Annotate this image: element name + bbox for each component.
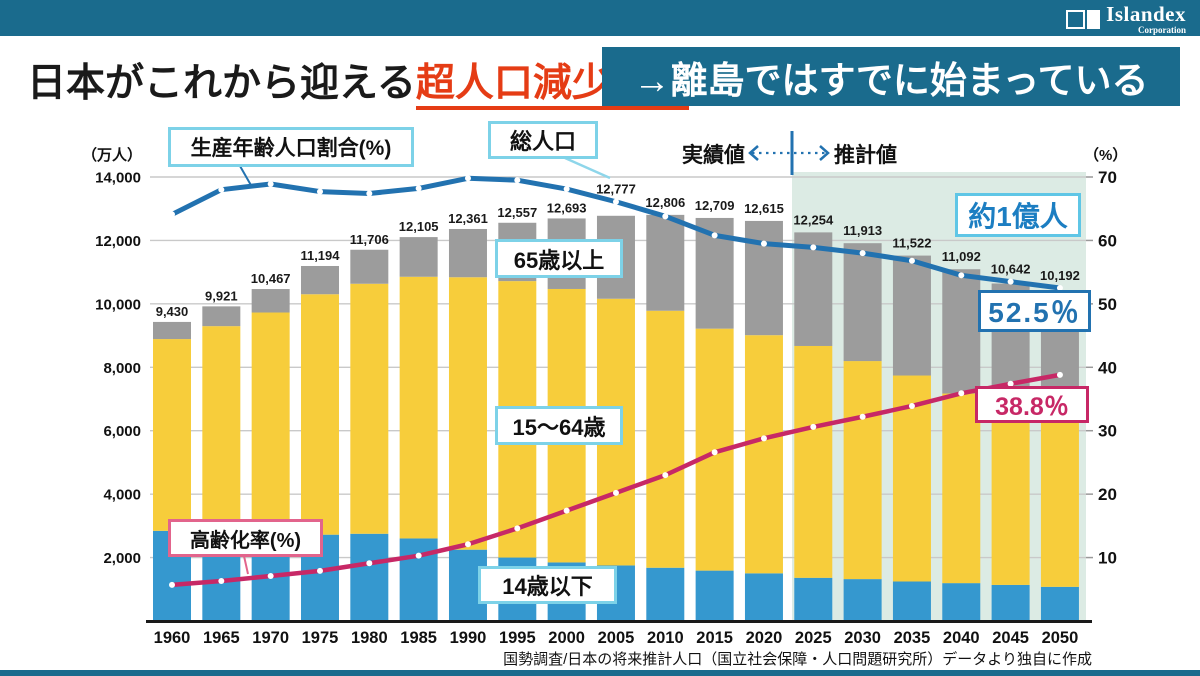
svg-text:10,467: 10,467 bbox=[251, 271, 291, 286]
svg-text:11,522: 11,522 bbox=[892, 236, 931, 251]
legend-total-population: 総人口 bbox=[488, 121, 598, 159]
svg-text:1965: 1965 bbox=[203, 629, 240, 647]
svg-text:1970: 1970 bbox=[252, 629, 289, 647]
svg-text:10,000: 10,000 bbox=[95, 296, 141, 313]
legend-age-15-64: 15〜64歳 bbox=[495, 406, 623, 445]
annotation-approx-100-million: 約1億人 bbox=[955, 193, 1081, 237]
brand-logo-icon-fill bbox=[1087, 10, 1101, 29]
footer-bar bbox=[0, 670, 1200, 676]
legend-aging-rate: 高齢化率(%) bbox=[168, 519, 323, 557]
svg-text:1990: 1990 bbox=[450, 629, 487, 647]
svg-text:2035: 2035 bbox=[894, 629, 931, 647]
svg-text:9,921: 9,921 bbox=[205, 288, 238, 303]
svg-text:2010: 2010 bbox=[647, 629, 684, 647]
svg-text:50: 50 bbox=[1098, 295, 1117, 314]
label-projected-values: 推計値 bbox=[834, 144, 897, 167]
svg-text:12,693: 12,693 bbox=[547, 200, 587, 215]
brand-logo-icon bbox=[1066, 10, 1086, 29]
svg-text:2005: 2005 bbox=[598, 629, 635, 647]
svg-text:9,430: 9,430 bbox=[156, 304, 189, 319]
svg-text:10,192: 10,192 bbox=[1040, 268, 1080, 283]
svg-text:12,000: 12,000 bbox=[95, 233, 141, 250]
annotation-aging-rate-2050: 38.8％ bbox=[975, 386, 1089, 423]
svg-text:1975: 1975 bbox=[302, 629, 339, 647]
annotation-working-ratio-2050: 52.5％ bbox=[978, 290, 1091, 332]
svg-text:12,777: 12,777 bbox=[596, 182, 636, 197]
svg-text:20: 20 bbox=[1098, 485, 1117, 504]
svg-text:12,806: 12,806 bbox=[645, 195, 685, 210]
svg-text:2050: 2050 bbox=[1042, 629, 1079, 647]
svg-text:4,000: 4,000 bbox=[103, 487, 141, 504]
brand-name: Islandex bbox=[1106, 2, 1186, 26]
svg-text:60: 60 bbox=[1098, 231, 1117, 250]
brand-logo: Islandex Corporation bbox=[1066, 4, 1186, 35]
svg-text:2020: 2020 bbox=[746, 629, 783, 647]
svg-text:11,913: 11,913 bbox=[843, 223, 882, 238]
svg-text:12,709: 12,709 bbox=[695, 198, 735, 213]
svg-text:2040: 2040 bbox=[943, 629, 980, 647]
svg-text:12,105: 12,105 bbox=[399, 219, 439, 234]
svg-text:10,642: 10,642 bbox=[991, 262, 1031, 277]
right-axis-unit: （%） bbox=[1084, 147, 1128, 164]
svg-text:11,706: 11,706 bbox=[350, 232, 389, 247]
svg-text:2045: 2045 bbox=[992, 629, 1029, 647]
legend-age-under-15: 14歳以下 bbox=[478, 566, 617, 604]
svg-text:1985: 1985 bbox=[400, 629, 437, 647]
svg-text:2,000: 2,000 bbox=[103, 550, 141, 567]
svg-text:40: 40 bbox=[1098, 358, 1117, 377]
svg-text:12,615: 12,615 bbox=[744, 201, 784, 216]
svg-text:70: 70 bbox=[1098, 168, 1117, 187]
svg-text:8,000: 8,000 bbox=[103, 360, 141, 377]
svg-text:30: 30 bbox=[1098, 422, 1117, 441]
svg-text:2030: 2030 bbox=[844, 629, 881, 647]
left-axis-unit: （万人） bbox=[82, 147, 143, 164]
label-actual-values: 実績値 bbox=[682, 144, 745, 167]
legend-age-65-plus: 65歳以上 bbox=[495, 239, 623, 278]
svg-text:12,254: 12,254 bbox=[793, 212, 834, 227]
svg-text:2000: 2000 bbox=[548, 629, 585, 647]
svg-text:12,557: 12,557 bbox=[497, 205, 537, 220]
svg-text:1960: 1960 bbox=[154, 629, 191, 647]
source-note: 国勢調査/日本の将来推計人口（国立社会保障・人口問題研究所）データより独自に作成 bbox=[503, 651, 1092, 668]
svg-text:12,361: 12,361 bbox=[448, 211, 488, 226]
svg-text:11,092: 11,092 bbox=[942, 249, 981, 264]
svg-text:14,000: 14,000 bbox=[95, 170, 141, 187]
title-callout: →離島ではすでに始まっている bbox=[602, 47, 1180, 106]
brand-subtitle: Corporation bbox=[1138, 25, 1186, 35]
svg-text:1980: 1980 bbox=[351, 629, 388, 647]
svg-text:11,194: 11,194 bbox=[300, 248, 340, 263]
legend-working-age-ratio: 生産年齢人口割合(%) bbox=[168, 127, 414, 167]
title-prefix: 日本がこれから迎える bbox=[27, 62, 416, 105]
svg-text:2025: 2025 bbox=[795, 629, 832, 647]
header-bar: Islandex Corporation bbox=[0, 0, 1200, 36]
svg-text:1995: 1995 bbox=[499, 629, 536, 647]
svg-text:6,000: 6,000 bbox=[103, 423, 141, 440]
svg-text:2015: 2015 bbox=[696, 629, 733, 647]
svg-text:10: 10 bbox=[1098, 549, 1117, 568]
